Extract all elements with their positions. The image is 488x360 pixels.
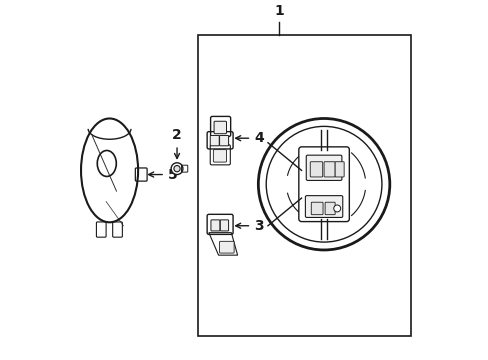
FancyBboxPatch shape xyxy=(324,162,334,177)
Circle shape xyxy=(171,163,183,175)
FancyBboxPatch shape xyxy=(305,195,342,217)
FancyBboxPatch shape xyxy=(311,202,323,215)
FancyBboxPatch shape xyxy=(210,220,220,231)
Circle shape xyxy=(333,205,340,212)
FancyBboxPatch shape xyxy=(220,220,228,231)
FancyBboxPatch shape xyxy=(325,202,334,215)
FancyBboxPatch shape xyxy=(219,135,228,146)
Text: 1: 1 xyxy=(274,4,284,18)
Bar xyxy=(197,35,410,337)
FancyBboxPatch shape xyxy=(213,150,226,162)
FancyBboxPatch shape xyxy=(305,155,341,180)
Text: 4: 4 xyxy=(254,131,264,145)
Circle shape xyxy=(174,166,180,172)
Text: 2: 2 xyxy=(172,128,182,142)
Text: 3: 3 xyxy=(254,219,263,233)
Text: 5: 5 xyxy=(167,167,177,181)
FancyBboxPatch shape xyxy=(219,241,234,253)
FancyBboxPatch shape xyxy=(309,162,322,177)
FancyBboxPatch shape xyxy=(298,147,348,222)
FancyBboxPatch shape xyxy=(214,121,226,134)
FancyBboxPatch shape xyxy=(210,135,219,146)
FancyBboxPatch shape xyxy=(334,162,344,177)
